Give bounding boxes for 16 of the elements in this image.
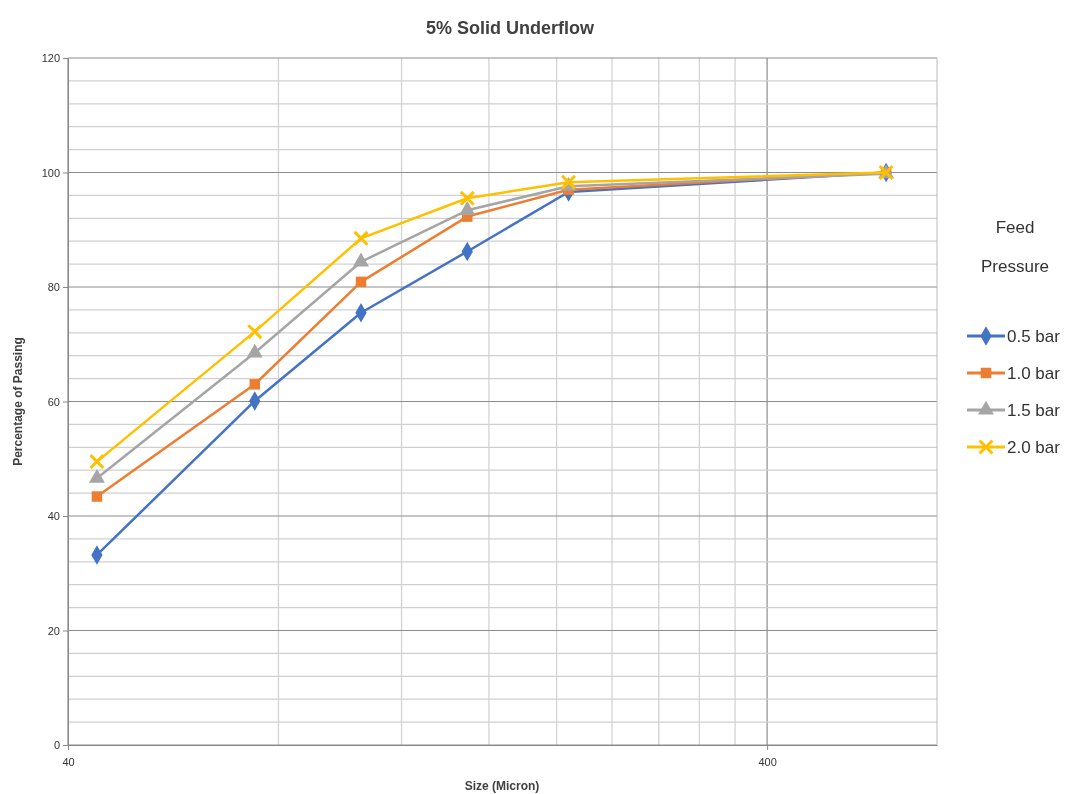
- chart-title: 5% Solid Underflow: [425, 18, 595, 38]
- y-tick-label: 40: [47, 510, 60, 523]
- legend-label: 0.5 bar: [1007, 327, 1061, 346]
- y-tick-label: 100: [41, 166, 60, 179]
- x-tick-label: 400: [758, 756, 777, 769]
- y-tick-label: 60: [47, 395, 60, 408]
- legend-label: 2.0 bar: [1007, 438, 1061, 457]
- y-tick-label: 120: [41, 52, 60, 65]
- y-axis-title: Percentage of Passing: [11, 337, 25, 466]
- y-tick-label: 20: [47, 624, 60, 637]
- legend-label: 1.5 bar: [1007, 401, 1061, 420]
- legend-title: Feed Pressure: [980, 218, 1050, 276]
- legend-label: 1.0 bar: [1007, 364, 1061, 383]
- y-tick-label: 80: [47, 281, 60, 294]
- x-axis-title: Size (Micron): [464, 779, 540, 793]
- y-tick-label: 0: [53, 739, 60, 752]
